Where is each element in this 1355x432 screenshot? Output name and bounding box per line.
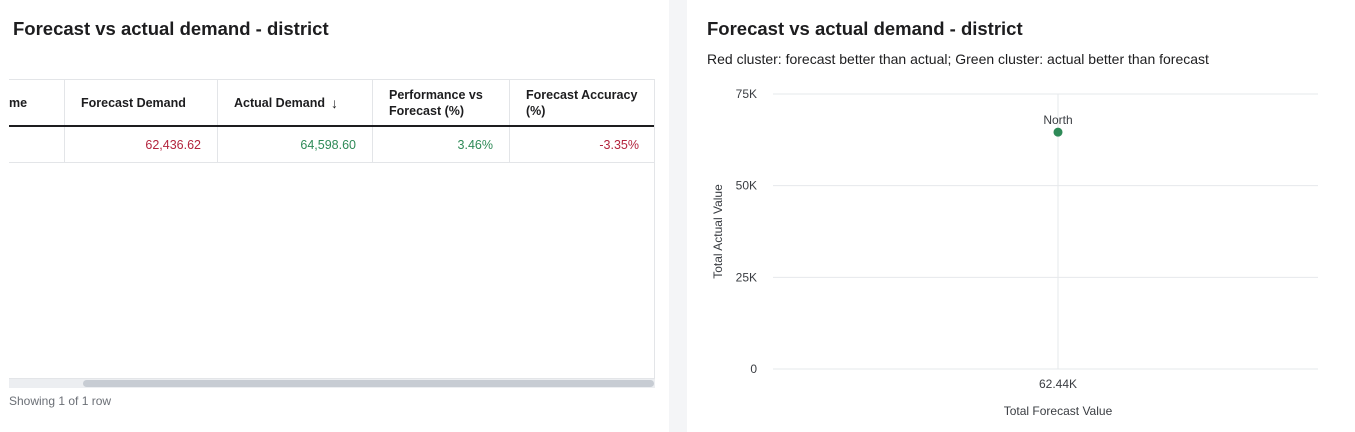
cell-actual-demand: 64,598.60 [218, 127, 373, 162]
data-point-label: North [1043, 113, 1072, 127]
y-tick-label: 0 [750, 362, 757, 376]
cell-performance-vs-forecast: 3.46% [373, 127, 510, 162]
table-title: Forecast vs actual demand - district [13, 18, 329, 39]
sort-descending-icon[interactable]: ↓ [331, 94, 338, 111]
x-axis-label: Total Forecast Value [1004, 404, 1113, 418]
table-row[interactable]: 62,436.62 64,598.60 3.46% -3.35% [9, 127, 654, 163]
table-header: me Forecast Demand Actual Demand ↓ Perfo… [9, 80, 654, 127]
y-tick-label: 75K [736, 87, 757, 101]
data-point[interactable] [1053, 127, 1063, 137]
y-tick-label: 25K [736, 270, 757, 284]
column-header-forecast-accuracy[interactable]: Forecast Accuracy (%) [526, 87, 638, 118]
cell-forecast-accuracy: -3.35% [599, 137, 639, 152]
column-header-forecast-demand[interactable]: Forecast Demand [65, 80, 218, 125]
data-table: me Forecast Demand Actual Demand ↓ Perfo… [9, 79, 655, 379]
y-axis-label: Total Actual Value [711, 184, 725, 279]
y-tick-label: 50K [736, 179, 757, 193]
column-header-performance-vs-forecast[interactable]: Performance vs Forecast (%) [373, 80, 510, 125]
column-header-name[interactable]: me [9, 80, 65, 125]
column-header-actual-demand[interactable]: Actual Demand ↓ [218, 80, 373, 125]
row-count: Showing 1 of 1 row [9, 394, 112, 408]
scrollbar-thumb[interactable] [83, 380, 654, 387]
chart-title: Forecast vs actual demand - district [707, 18, 1023, 39]
horizontal-scrollbar[interactable] [9, 379, 655, 388]
scatter-chart: 0 25K 50K 75K 62.44K North Total Forecast Va… [711, 87, 1318, 418]
chart-panel: Forecast vs actual demand - district Red… [687, 0, 1355, 432]
cell-forecast-demand: 62,436.62 [65, 127, 218, 162]
table-panel: Forecast vs actual demand - district me … [0, 0, 669, 432]
x-tick-label: 62.44K [1039, 377, 1077, 391]
chart-subtitle: Red cluster: forecast better than actual… [707, 51, 1209, 67]
cell-name [9, 127, 65, 162]
